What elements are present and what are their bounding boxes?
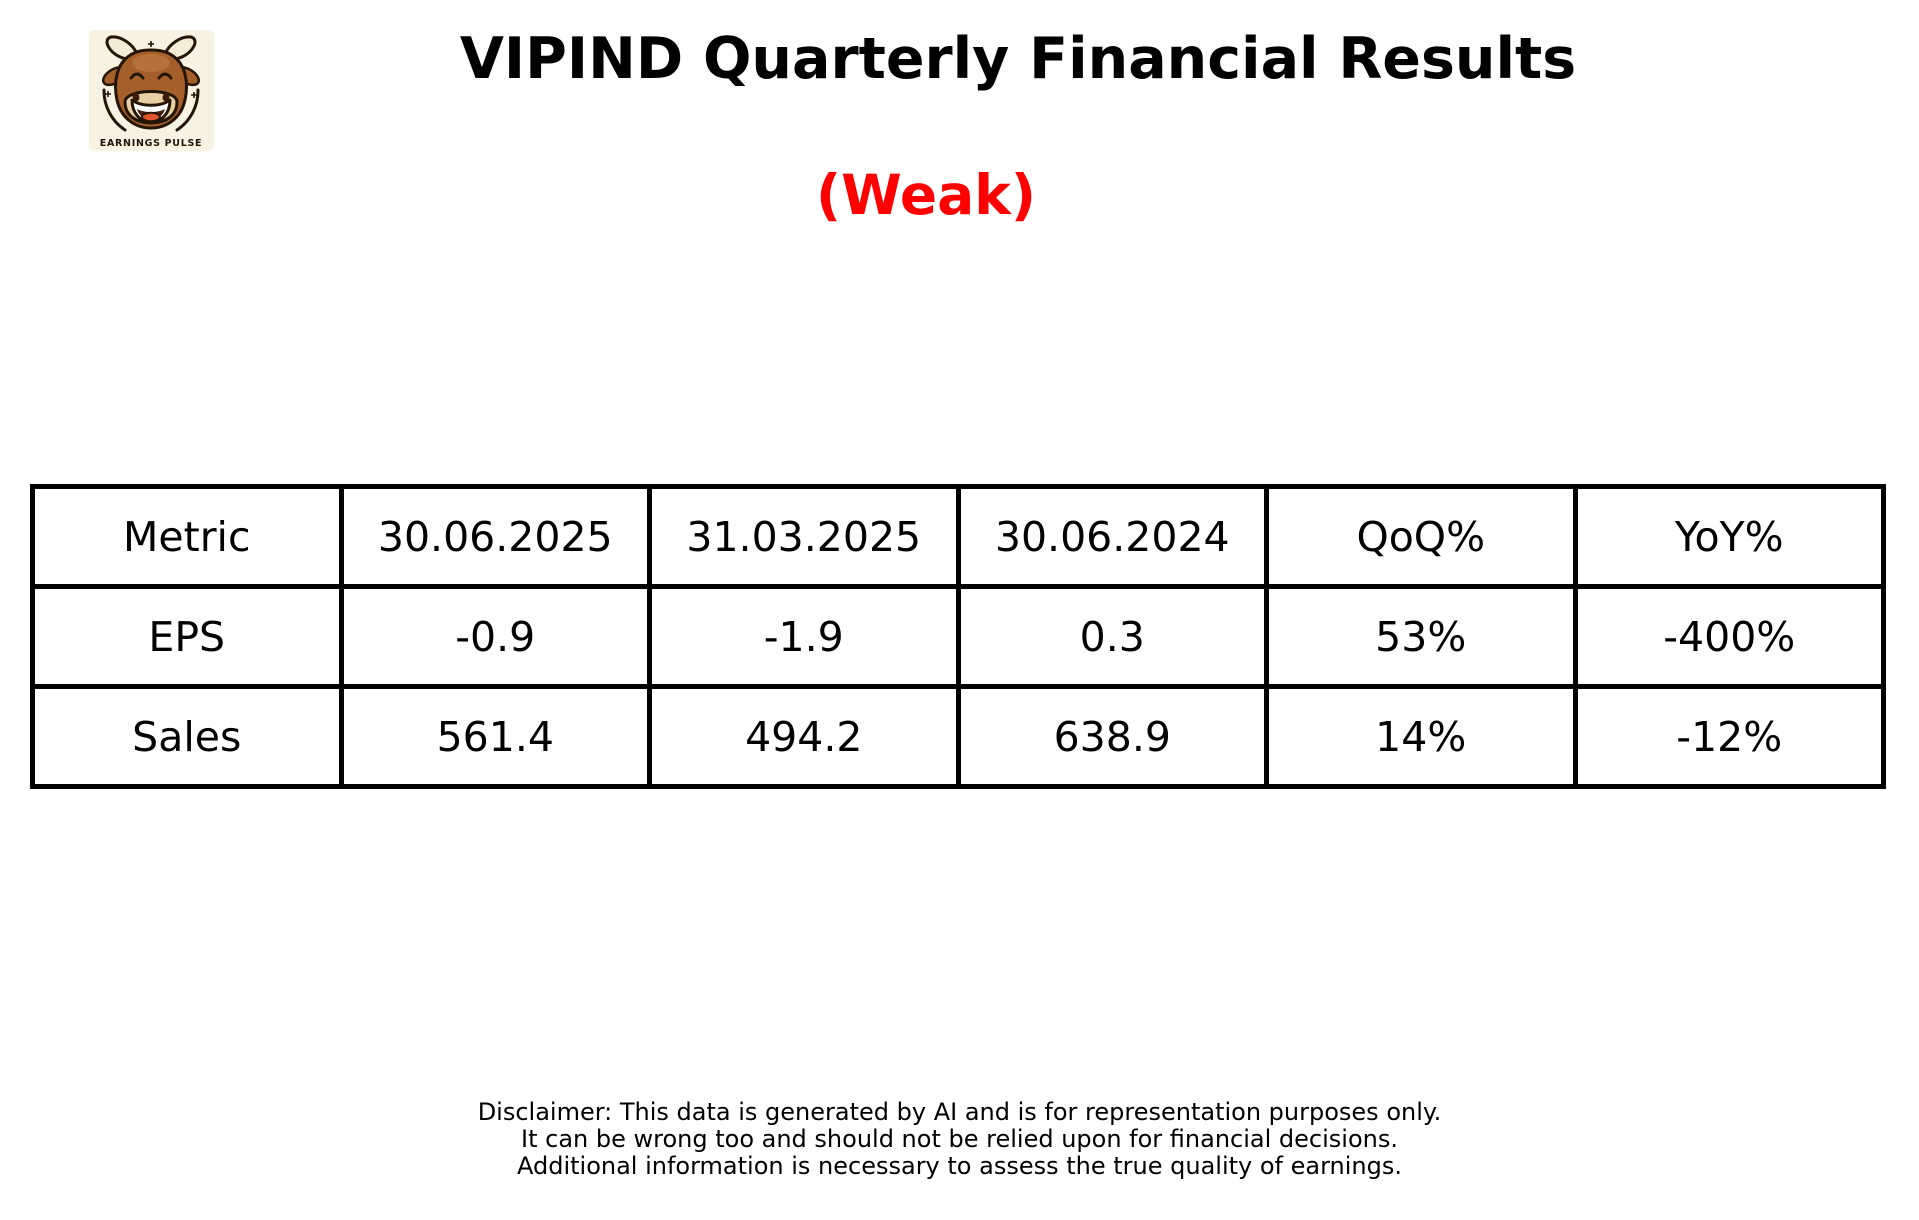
disclaimer-line-1: Disclaimer: This data is generated by AI… (477, 1098, 1442, 1126)
eps-metric-cell: EPS (30, 584, 344, 689)
header-cell-q-yearago: 30.06.2024 (955, 484, 1269, 589)
bull-logo-icon: EARNINGS PULSE (89, 30, 214, 151)
page-title: VIPIND Quarterly Financial Results (459, 26, 1577, 92)
table-row-eps: EPS -0.9 -1.9 0.3 53% -400% (30, 584, 1886, 689)
sales-qoq-cell: 14% (1264, 684, 1578, 789)
eps-yoy-cell: -400% (1572, 584, 1886, 689)
sales-current-cell: 561.4 (338, 684, 652, 789)
disclaimer-line-2: It can be wrong too and should not be re… (521, 1125, 1398, 1153)
logo-brand-text: EARNINGS PULSE (100, 138, 202, 149)
verdict-subtitle: (Weak) (816, 163, 1036, 227)
eps-current-cell: -0.9 (338, 584, 652, 689)
sales-prev-cell: 494.2 (647, 684, 961, 789)
table-header-row: Metric 30.06.2025 31.03.2025 30.06.2024 … (30, 484, 1886, 589)
disclaimer-block: Disclaimer: This data is generated by AI… (0, 1099, 1919, 1180)
eps-qoq-cell: 53% (1264, 584, 1578, 689)
table-row-sales: Sales 561.4 494.2 638.9 14% -12% (30, 684, 1886, 789)
results-table: Metric 30.06.2025 31.03.2025 30.06.2024 … (30, 484, 1886, 789)
header-cell-metric: Metric (30, 484, 344, 589)
header-cell-q-prev: 31.03.2025 (647, 484, 961, 589)
earnings-pulse-logo: EARNINGS PULSE (89, 30, 214, 151)
header-cell-yoy: YoY% (1572, 484, 1886, 589)
sales-yearago-cell: 638.9 (955, 684, 1269, 789)
header-cell-q-current: 30.06.2025 (338, 484, 652, 589)
eps-yearago-cell: 0.3 (955, 584, 1269, 689)
sales-yoy-cell: -12% (1572, 684, 1886, 789)
eps-prev-cell: -1.9 (647, 584, 961, 689)
header-cell-qoq: QoQ% (1264, 484, 1578, 589)
disclaimer-line-3: Additional information is necessary to a… (516, 1152, 1402, 1180)
sales-metric-cell: Sales (30, 684, 344, 789)
